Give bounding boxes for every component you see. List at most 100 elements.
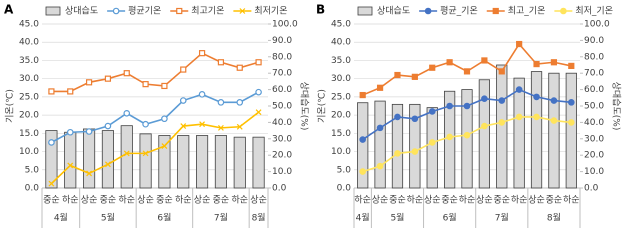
y-tick-label: 35.0: [331, 56, 351, 66]
marker: [394, 71, 401, 79]
marker: [180, 123, 187, 129]
bar: [513, 77, 525, 189]
legend-label: 상대습도: [65, 6, 98, 17]
marker: [86, 170, 93, 177]
line: [51, 91, 259, 144]
panel-label: B: [316, 3, 325, 17]
y2-tick-label: 100.0: [584, 20, 610, 30]
marker: [533, 60, 540, 68]
bar: [120, 125, 133, 189]
marker: [463, 102, 471, 110]
marker: [161, 115, 168, 123]
legend-swatch: [45, 6, 61, 16]
x-tick-label: 중순: [493, 195, 510, 206]
y2-tick-label: 70.0: [272, 69, 292, 79]
legend-label: 최고기온: [191, 6, 224, 17]
marker: [550, 59, 558, 66]
x-group-label: 8월: [252, 212, 266, 224]
x-tick-label: 상순: [194, 195, 211, 206]
bar: [233, 136, 246, 189]
legend-label: 최저기온: [254, 6, 287, 17]
marker: [48, 180, 55, 187]
marker: [142, 81, 149, 88]
marker: [429, 64, 436, 71]
y2-tick-label: 20.0: [272, 151, 292, 161]
y2-tick-label: 50.0: [272, 102, 292, 112]
marker: [104, 75, 112, 82]
y-tick-label: 15.0: [19, 129, 39, 139]
x-group-label: 5월: [101, 212, 115, 224]
y-axis-title: 기온(℃): [5, 89, 16, 123]
marker: [463, 68, 471, 75]
marker: [533, 113, 540, 121]
marker: [481, 95, 488, 103]
marker: [142, 150, 149, 157]
x-group-label: 4월: [356, 212, 370, 224]
marker: [85, 79, 93, 86]
page: A 0.0 5.0 10.0 15.0 20.0 25.0 30.0 35.0 40.0 45.0 0…: [4, 3, 622, 228]
bar: [461, 89, 473, 189]
marker: [492, 7, 499, 15]
x-tick-label: 하순: [231, 195, 248, 206]
marker: [428, 108, 436, 115]
y-tick-label: 45.0: [19, 20, 39, 30]
marker: [176, 7, 183, 15]
y2-tick-label: 50.0: [584, 102, 604, 112]
bar: [530, 71, 543, 189]
y2-tick-label: 40.0: [272, 118, 292, 128]
x-tick-label: 상순: [528, 195, 545, 206]
x-tick-label: 중순: [389, 195, 406, 206]
y2-axis-title: 상대습도(%): [299, 82, 310, 131]
bar: [478, 79, 490, 189]
y-tick-label: 25.0: [331, 92, 351, 102]
marker: [161, 82, 168, 90]
marker: [255, 59, 262, 66]
marker: [446, 59, 453, 66]
y-tick-label: 35.0: [19, 56, 39, 66]
marker: [123, 109, 131, 117]
bar: [196, 135, 209, 189]
marker: [161, 143, 168, 150]
x-tick-label: 중순: [441, 195, 458, 206]
x-tick-label: 하순: [563, 195, 580, 206]
marker: [255, 88, 262, 96]
x-tick-label: 하순: [407, 195, 424, 206]
x-tick-label: 상순: [476, 195, 493, 206]
y2-tick-label: 60.0: [272, 85, 292, 95]
x-tick-label: 상순: [250, 195, 267, 206]
bar: [357, 102, 369, 189]
legend-label: 상대습도: [377, 6, 410, 17]
x-tick-label: 하순: [175, 195, 192, 206]
y2-tick-label: 90.0: [584, 36, 604, 46]
x-tick-label: 하순: [511, 195, 528, 206]
x-tick-label: 중순: [43, 195, 60, 206]
x-tick-label: 상순: [81, 195, 98, 206]
marker: [376, 124, 384, 132]
marker: [568, 99, 575, 106]
marker: [463, 131, 471, 139]
bar: [83, 128, 96, 189]
x-group-label: 8월: [547, 212, 561, 224]
x-tick-label: 상순: [137, 195, 154, 206]
marker: [217, 59, 225, 66]
marker: [123, 150, 130, 157]
y2-tick-label: 0.0: [272, 184, 287, 194]
x-tick-label: 중순: [546, 195, 563, 206]
bar: [64, 131, 77, 189]
marker: [446, 102, 453, 110]
y2-tick-label: 80.0: [584, 52, 604, 62]
marker: [239, 8, 246, 14]
marker: [236, 123, 243, 130]
bar: [101, 130, 114, 189]
marker: [411, 115, 419, 123]
legend-label: 최고_기온: [508, 6, 546, 17]
marker: [411, 148, 419, 155]
y2-tick-label: 20.0: [584, 151, 604, 161]
marker: [85, 128, 93, 135]
marker: [199, 121, 206, 128]
marker: [481, 122, 488, 130]
y-tick-label: 10.0: [19, 147, 39, 157]
marker: [48, 139, 55, 146]
marker: [411, 73, 418, 80]
marker: [359, 91, 366, 99]
